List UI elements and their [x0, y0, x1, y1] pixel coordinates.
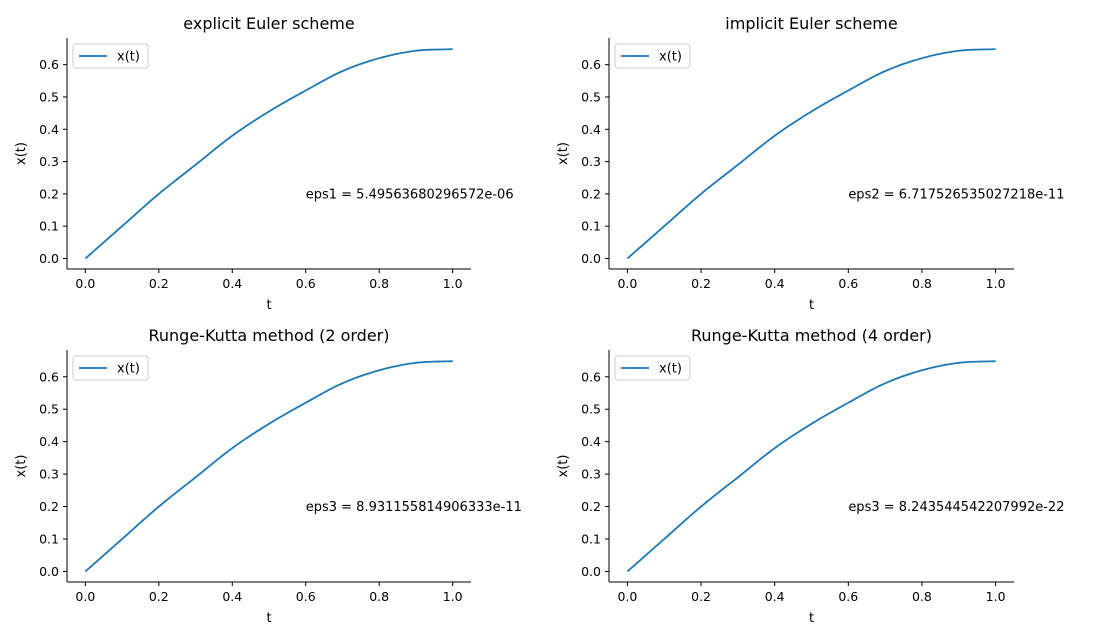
legend-entry-label: x(t) — [117, 50, 140, 65]
x-tick-label: 0.6 — [296, 589, 316, 604]
x-tick-label: 0.8 — [369, 589, 389, 604]
y-tick-label: 0.4 — [39, 122, 59, 137]
y-tick-label: 0.0 — [581, 564, 601, 579]
y-tick-label: 0.1 — [581, 219, 601, 234]
legend: x(t) — [72, 355, 149, 381]
error-annotation: eps3 = 8.931155814906333e-11 — [306, 500, 522, 515]
legend-entry-label: x(t) — [117, 362, 140, 377]
y-tick-label: 0.6 — [581, 369, 601, 384]
series-line-x-t — [626, 360, 996, 573]
error-annotation: eps2 = 6.717526535027218e-11 — [848, 187, 1064, 202]
y-tick-label: 0.3 — [581, 154, 601, 169]
legend-box — [614, 43, 691, 69]
y-tick-label: 0.5 — [581, 89, 601, 104]
y-tick-label: 0.2 — [581, 499, 601, 514]
legend-box — [72, 43, 149, 69]
x-axis-label: t — [266, 298, 271, 313]
y-axis-label: x(t) — [556, 142, 571, 165]
x-tick-label: 1.0 — [986, 276, 1006, 291]
x-tick-label: 0.0 — [617, 589, 637, 604]
subplot-title: implicit Euler scheme — [725, 14, 897, 33]
x-tick-label: 0.8 — [912, 589, 932, 604]
x-axis-label: t — [809, 611, 814, 626]
x-tick-label: 0.2 — [691, 276, 711, 291]
y-tick-label: 0.5 — [39, 89, 59, 104]
x-axis-label: t — [266, 611, 271, 626]
series-line-x-t — [84, 48, 453, 260]
x-tick-label: 1.0 — [443, 589, 463, 604]
y-tick-label: 0.6 — [39, 57, 59, 72]
subplot-title: explicit Euler scheme — [183, 14, 354, 33]
x-tick-label: 0.0 — [617, 276, 637, 291]
y-tick-label: 0.5 — [581, 402, 601, 417]
y-tick-label: 0.2 — [581, 186, 601, 201]
series-line-x-t — [626, 48, 996, 260]
x-tick-label: 0.2 — [149, 589, 169, 604]
x-tick-label: 0.0 — [75, 589, 95, 604]
legend: x(t) — [614, 355, 691, 381]
y-tick-label: 0.4 — [581, 122, 601, 137]
y-tick-label: 0.4 — [581, 434, 601, 449]
subplot-title: Runge-Kutta method (2 order) — [148, 326, 389, 345]
y-tick-label: 0.6 — [581, 57, 601, 72]
x-tick-label: 0.6 — [296, 276, 316, 291]
y-tick-label: 0.3 — [581, 467, 601, 482]
y-tick-label: 0.1 — [581, 532, 601, 547]
y-tick-label: 0.0 — [39, 564, 59, 579]
error-annotation: eps3 = 8.243544542207992e-22 — [848, 500, 1064, 515]
y-tick-label: 0.0 — [39, 251, 59, 266]
x-tick-label: 0.8 — [912, 276, 932, 291]
x-tick-label: 1.0 — [443, 276, 463, 291]
y-tick-label: 0.4 — [39, 434, 59, 449]
y-axis-label: x(t) — [14, 455, 29, 478]
y-tick-label: 0.2 — [39, 499, 59, 514]
x-tick-label: 0.2 — [691, 589, 711, 604]
x-tick-label: 0.4 — [765, 589, 785, 604]
y-tick-label: 0.1 — [39, 219, 59, 234]
x-tick-label: 0.4 — [765, 276, 785, 291]
error-annotation: eps1 = 5.49563680296572e-06 — [306, 187, 514, 202]
subplot-1: explicit Euler scheme 0.0 0.2 0.4 0.6 0.8 1.0 0… — [14, 14, 514, 313]
series-line-x-t — [84, 360, 453, 573]
x-axis-label: t — [809, 298, 814, 313]
legend-box — [614, 355, 691, 381]
legend-entry-label: x(t) — [659, 50, 682, 65]
y-axis-label: x(t) — [14, 142, 29, 165]
legend-entry-label: x(t) — [659, 362, 682, 377]
x-tick-label: 0.6 — [838, 589, 858, 604]
x-tick-label: 0.2 — [149, 276, 169, 291]
x-tick-label: 0.8 — [369, 276, 389, 291]
y-tick-label: 0.6 — [39, 369, 59, 384]
y-tick-label: 0.0 — [581, 251, 601, 266]
y-tick-label: 0.1 — [39, 532, 59, 547]
x-tick-label: 0.4 — [222, 589, 242, 604]
legend: x(t) — [72, 43, 149, 69]
subplot-title: Runge-Kutta method (4 order) — [691, 326, 932, 345]
subplot-2: implicit Euler scheme 0.0 0.2 0.4 0.6 0.8 1.0 0… — [556, 14, 1064, 313]
y-tick-label: 0.3 — [39, 154, 59, 169]
x-tick-label: 0.4 — [222, 276, 242, 291]
x-tick-label: 0.0 — [75, 276, 95, 291]
legend-box — [72, 355, 149, 381]
y-tick-label: 0.5 — [39, 402, 59, 417]
x-tick-label: 0.6 — [838, 276, 858, 291]
y-axis-label: x(t) — [556, 455, 571, 478]
y-tick-label: 0.2 — [39, 186, 59, 201]
x-tick-label: 1.0 — [986, 589, 1006, 604]
y-tick-label: 0.3 — [39, 467, 59, 482]
subplot-4: Runge-Kutta method (4 order) 0.0 0.2 0.4 0.6… — [556, 326, 1064, 626]
subplot-3: Runge-Kutta method (2 order) 0.0 0.2 0.4 0.6… — [14, 326, 522, 626]
legend: x(t) — [614, 43, 691, 69]
